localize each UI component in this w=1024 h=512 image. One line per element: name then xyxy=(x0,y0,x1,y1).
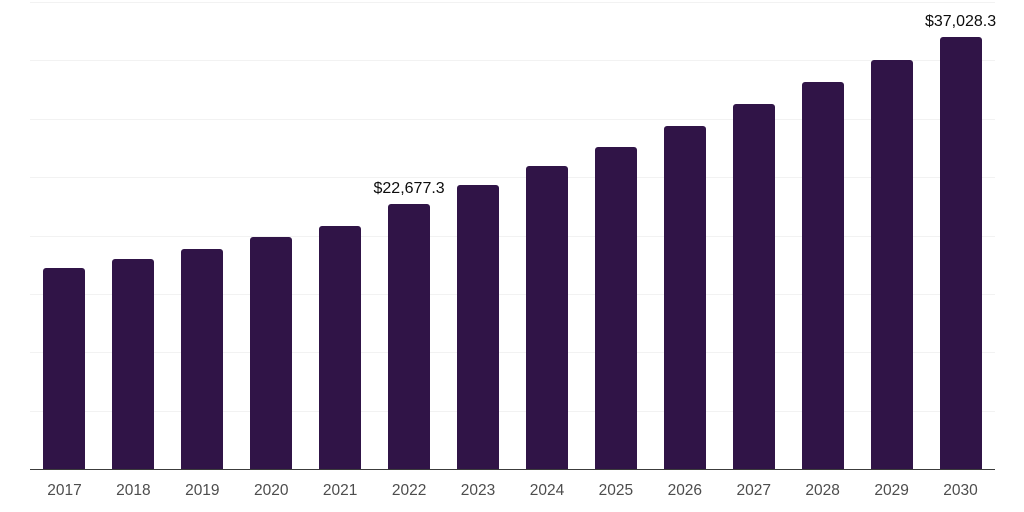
gridline-5000 xyxy=(30,410,995,412)
x-tick-label-2020: 2020 xyxy=(254,482,289,499)
x-axis: 2017 2018 2019 2020 2021 2022 2023 2024 2025 2026… xyxy=(30,470,995,512)
gridline-20000 xyxy=(30,235,995,237)
x-tick-label-2027: 2027 xyxy=(736,482,771,499)
bar-2022 xyxy=(388,204,431,469)
gridline-10000 xyxy=(30,352,995,354)
bar-2018 xyxy=(112,258,155,469)
bar-2019 xyxy=(181,248,224,469)
bar-2029 xyxy=(870,60,913,469)
x-tick-label-2023: 2023 xyxy=(460,482,496,499)
x-tick-label-2024: 2024 xyxy=(529,482,565,499)
bar-2025 xyxy=(594,146,637,469)
gridline-30000 xyxy=(30,118,995,120)
value-label-2022: $22,677.3 xyxy=(373,180,445,198)
x-tick-label-2017: 2017 xyxy=(47,482,82,499)
bar-2021 xyxy=(319,225,362,469)
bar-2020 xyxy=(250,237,293,469)
bar-2024 xyxy=(525,166,568,469)
x-tick-label-2022: 2022 xyxy=(391,482,427,499)
bar-2017 xyxy=(43,268,86,469)
plot-area: $22,677.3 $37,028.3 xyxy=(30,2,997,470)
bar-2023 xyxy=(457,185,500,469)
x-tick-label-2018: 2018 xyxy=(116,482,151,499)
x-tick-label-2030: 2030 xyxy=(943,482,978,499)
x-tick-label-2029: 2029 xyxy=(874,482,909,499)
bar-2028 xyxy=(801,81,844,469)
gridline-35000 xyxy=(30,60,995,62)
value-label-2030: $37,028.3 xyxy=(924,12,997,30)
x-tick-label-2026: 2026 xyxy=(667,482,703,499)
gridline-15000 xyxy=(30,293,995,295)
gridline-40000 xyxy=(30,2,995,3)
x-tick-label-2019: 2019 xyxy=(185,482,220,499)
bar-2027 xyxy=(732,104,775,469)
bar-2030 xyxy=(939,36,982,469)
x-tick-label-2028: 2028 xyxy=(805,482,840,499)
bar-2026 xyxy=(663,126,706,469)
x-tick-label-2025: 2025 xyxy=(598,482,634,499)
gridline-25000 xyxy=(30,177,995,179)
x-tick-label-2021: 2021 xyxy=(322,482,358,499)
